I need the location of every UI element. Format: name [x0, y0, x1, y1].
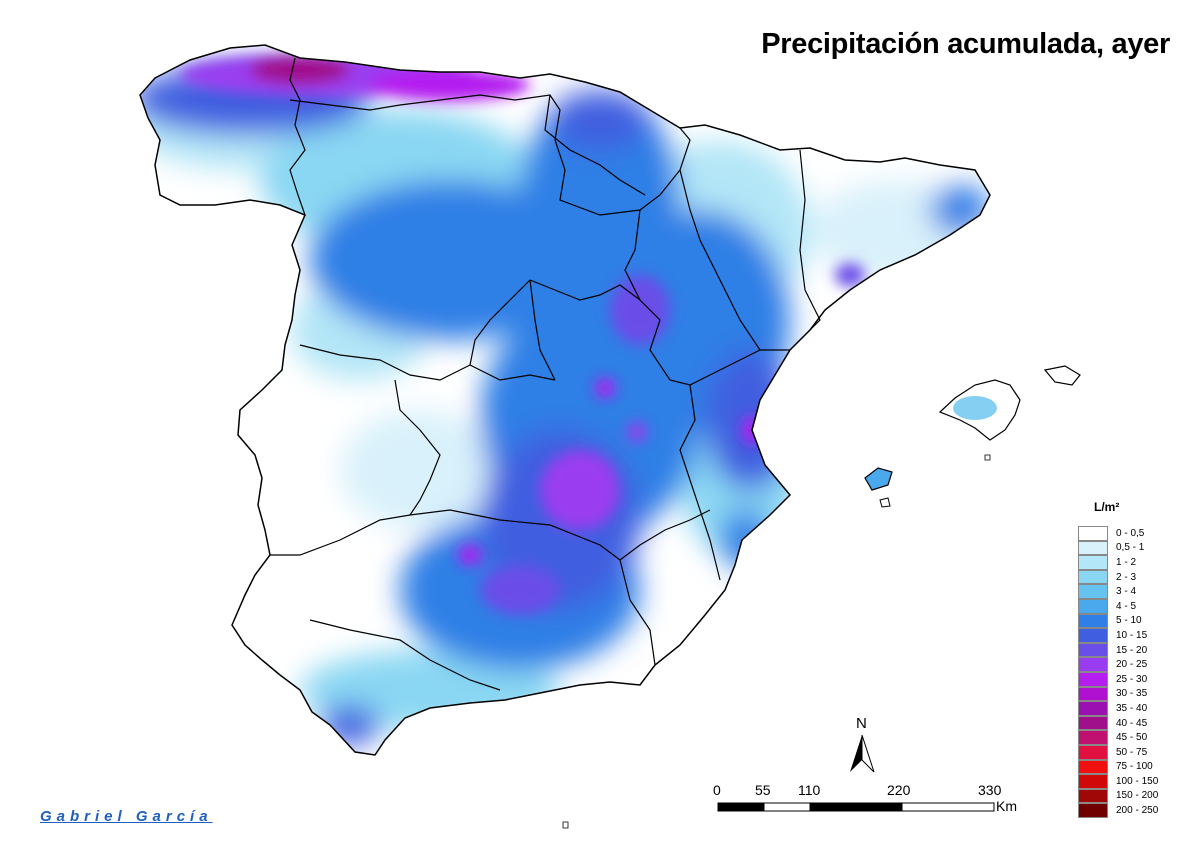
legend-label: 10 - 15: [1116, 629, 1148, 641]
scale-label: 220: [887, 782, 911, 798]
legend-item: 200 - 250: [1078, 803, 1188, 818]
legend-swatch: [1078, 701, 1108, 716]
legend-label: 75 - 100: [1116, 761, 1153, 773]
legend-item: 0,5 - 1: [1078, 540, 1188, 556]
legend-unit: L/m²: [1094, 500, 1120, 514]
legend-swatch: [1078, 759, 1108, 775]
legend-item: 20 - 25: [1078, 657, 1188, 672]
legend-swatch: [1078, 598, 1108, 614]
legend-swatch: [1078, 555, 1108, 570]
scale-label: 0: [713, 782, 721, 798]
legend-label: 150 - 200: [1116, 790, 1159, 802]
legend-swatch: [1078, 584, 1108, 599]
legend-swatch: [1078, 642, 1108, 658]
legend-swatch: [1078, 540, 1108, 556]
legend-label: 2 - 3: [1116, 571, 1137, 583]
author-credit: Gabriel García: [40, 808, 213, 825]
scale-label: 330: [978, 782, 1002, 798]
legend-item: 3 - 4: [1078, 584, 1188, 599]
legend-item: 25 - 30: [1078, 671, 1188, 687]
legend-label: 4 - 5: [1116, 600, 1137, 612]
scale-label: 55: [755, 782, 771, 798]
legend-item: 150 - 200: [1078, 788, 1188, 804]
legend-item: 4 - 5: [1078, 598, 1188, 614]
legend: L/m² 0 - 0,5 0,5 - 1 1 - 2 2 - 3 3 - 4 4 - 5 5…: [1078, 500, 1188, 818]
legend-rows: 0 - 0,5 0,5 - 1 1 - 2 2 - 3 3 - 4 4 - 5 5 - 10…: [1078, 526, 1188, 818]
legend-label: 0,5 - 1: [1116, 542, 1145, 554]
legend-swatch: [1078, 526, 1108, 541]
legend-item: 10 - 15: [1078, 628, 1188, 643]
legend-swatch: [1078, 788, 1108, 804]
legend-swatch: [1078, 774, 1108, 789]
legend-item: 35 - 40: [1078, 701, 1188, 716]
legend-swatch: [1078, 803, 1108, 818]
legend-label: 35 - 40: [1116, 702, 1148, 714]
legend-swatch: [1078, 715, 1108, 731]
legend-swatch: [1078, 744, 1108, 760]
legend-swatch: [1078, 730, 1108, 745]
legend-swatch: [1078, 613, 1108, 629]
legend-label: 100 - 150: [1116, 775, 1159, 787]
legend-item: 40 - 45: [1078, 715, 1188, 731]
legend-item: 100 - 150: [1078, 774, 1188, 789]
legend-label: 1 - 2: [1116, 556, 1137, 568]
legend-label: 15 - 20: [1116, 644, 1148, 656]
scale-label: 110: [798, 782, 821, 798]
legend-label: 40 - 45: [1116, 717, 1148, 729]
scale-unit: Km: [996, 798, 1017, 814]
legend-label: 5 - 10: [1116, 615, 1142, 627]
legend-label: 200 - 250: [1116, 805, 1159, 817]
legend-label: 30 - 35: [1116, 688, 1148, 700]
legend-label: 50 - 75: [1116, 746, 1148, 758]
legend-swatch: [1078, 657, 1108, 672]
scale-bar: [717, 802, 995, 812]
north-arrow: [850, 734, 875, 773]
legend-item: 0 - 0,5: [1078, 526, 1188, 541]
legend-label: 45 - 50: [1116, 732, 1148, 744]
legend-swatch: [1078, 686, 1108, 702]
legend-label: 25 - 30: [1116, 673, 1148, 685]
map-title: Precipitación acumulada, ayer: [761, 28, 1170, 60]
north-label: N: [856, 715, 867, 732]
legend-label: 20 - 25: [1116, 659, 1148, 671]
legend-item: 15 - 20: [1078, 642, 1188, 658]
legend-item: 1 - 2: [1078, 555, 1188, 570]
legend-swatch: [1078, 628, 1108, 643]
legend-label: 3 - 4: [1116, 586, 1137, 598]
legend-item: 45 - 50: [1078, 730, 1188, 745]
legend-item: 30 - 35: [1078, 686, 1188, 702]
legend-label: 0 - 0,5: [1116, 527, 1145, 539]
legend-item: 75 - 100: [1078, 759, 1188, 775]
legend-swatch: [1078, 569, 1108, 585]
legend-swatch: [1078, 671, 1108, 687]
legend-item: 5 - 10: [1078, 613, 1188, 629]
legend-item: 2 - 3: [1078, 569, 1188, 585]
legend-item: 50 - 75: [1078, 744, 1188, 760]
